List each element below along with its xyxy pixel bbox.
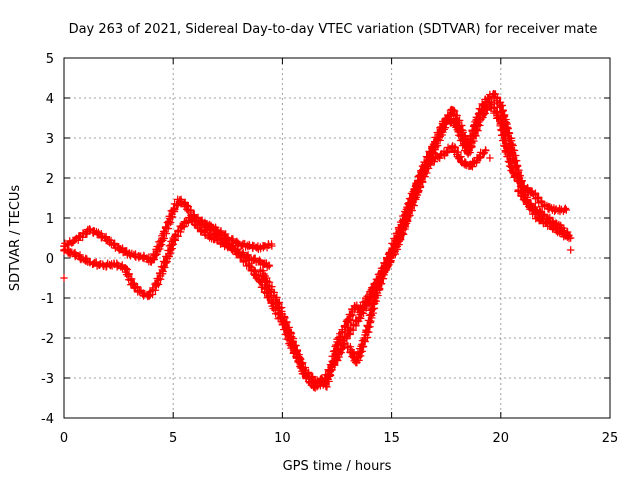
data-point-trail bbox=[404, 178, 422, 215]
data-point-trail bbox=[485, 98, 505, 127]
y-tick-label: -1 bbox=[41, 292, 54, 307]
data-point-trail bbox=[164, 235, 179, 257]
data-point-trail bbox=[496, 119, 513, 157]
x-tick-label: 10 bbox=[274, 431, 291, 446]
series-pass-6 bbox=[514, 186, 573, 241]
data-point-trail bbox=[151, 267, 167, 289]
y-axis-label: SDTVAR / TECUs bbox=[8, 185, 23, 292]
ticks-layer: 0 5 10 15 20 25 -4 -3 -2 -1 0 1 2 3 4 5 bbox=[41, 52, 618, 446]
y-tick-label: 0 bbox=[46, 252, 54, 267]
y-tick-label: -2 bbox=[41, 332, 54, 347]
data-point-trail bbox=[157, 252, 174, 272]
data-point-trail bbox=[244, 261, 266, 284]
data-point-trail bbox=[256, 266, 276, 294]
data-point bbox=[566, 246, 575, 254]
chart-title: Day 263 of 2021, Sidereal Day-to-day VTE… bbox=[69, 22, 598, 37]
data-point-trail bbox=[130, 282, 148, 298]
data-point-trail bbox=[519, 181, 537, 198]
data-point-trail bbox=[369, 269, 388, 306]
series-pass-3 bbox=[202, 89, 575, 387]
y-tick-label: 3 bbox=[46, 132, 54, 147]
series-layer bbox=[60, 89, 575, 392]
data-point bbox=[265, 262, 274, 270]
data-point-trail bbox=[422, 153, 440, 170]
data-point-trail bbox=[182, 201, 199, 221]
data-point-trail bbox=[448, 142, 466, 167]
data-point-trail bbox=[462, 120, 484, 157]
data-point-trail bbox=[288, 338, 309, 378]
y-tick-label: 4 bbox=[46, 92, 54, 107]
y-tick-label: 2 bbox=[46, 172, 54, 187]
data-point-trail bbox=[145, 281, 161, 300]
data-point bbox=[60, 274, 68, 282]
data-point-trail bbox=[386, 234, 405, 260]
data-point-trail bbox=[360, 299, 379, 342]
x-tick-label: 20 bbox=[493, 431, 510, 446]
data-point bbox=[481, 146, 490, 154]
y-tick-label: -4 bbox=[41, 412, 54, 427]
y-tick-label: -3 bbox=[41, 372, 54, 387]
data-point-trail bbox=[164, 206, 179, 227]
x-axis-label: GPS time / hours bbox=[283, 459, 392, 474]
data-point-trail bbox=[256, 240, 276, 252]
y-tick-label: 5 bbox=[46, 52, 54, 67]
y-tick-label: 1 bbox=[46, 212, 54, 227]
x-tick-label: 15 bbox=[383, 431, 400, 446]
series-outliers bbox=[60, 154, 575, 282]
data-point-trail bbox=[474, 100, 494, 124]
data-point-trail bbox=[343, 303, 360, 325]
x-tick-label: 0 bbox=[60, 431, 68, 446]
series-pass-5 bbox=[343, 142, 490, 367]
data-point bbox=[486, 154, 494, 162]
data-point bbox=[267, 240, 276, 248]
series-pass-4 bbox=[256, 98, 571, 392]
data-point-trail bbox=[66, 248, 85, 263]
plot-frame bbox=[63, 57, 611, 419]
data-point-trail bbox=[277, 312, 298, 345]
data-point bbox=[564, 232, 573, 240]
x-tick-label: 5 bbox=[169, 431, 177, 446]
data-point-trail bbox=[552, 204, 570, 216]
x-tick-label: 25 bbox=[602, 431, 619, 446]
data-point bbox=[562, 206, 571, 214]
